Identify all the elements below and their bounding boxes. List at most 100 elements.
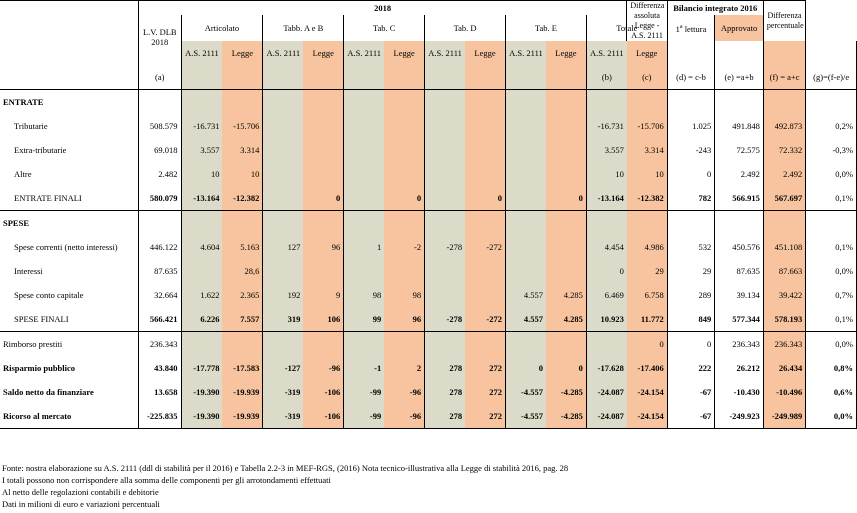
table-cell: 87.663 — [762, 259, 806, 283]
table-cell: 2.365 — [222, 283, 263, 307]
table-cell: -13.164 — [585, 186, 627, 211]
cell-empty — [805, 210, 857, 235]
letters-blank — [424, 65, 466, 90]
cell-empty — [805, 89, 857, 114]
table-cell: -106 — [303, 380, 344, 404]
cell-empty — [626, 210, 668, 235]
table-cell — [424, 114, 466, 138]
cell-empty — [545, 89, 587, 114]
row-label: Spese correnti (netto interessi) — [14, 242, 118, 252]
cell-empty — [505, 89, 546, 114]
table-cell — [303, 331, 344, 356]
table-cell: 0 — [545, 356, 587, 380]
table-cell: -16.731 — [585, 114, 627, 138]
table-cell — [545, 235, 587, 259]
table-cell: 4.986 — [626, 235, 668, 259]
table-cell: 96 — [384, 307, 425, 332]
table-cell: 10 — [585, 162, 627, 186]
table-cell — [505, 186, 546, 211]
table-cell: 0,1% — [805, 307, 857, 332]
table-cell: 272 — [465, 380, 506, 404]
table-cell: -67 — [666, 380, 715, 404]
table-cell: 10 — [626, 162, 668, 186]
table-cell: -127 — [262, 356, 304, 380]
header-lv-label: L.V. DLB 2018 — [142, 27, 177, 47]
budget-table: 2018 Differenza assoluta Legge - A.S. 21… — [0, 0, 857, 429]
table-cell — [545, 114, 587, 138]
row-label: Interessi — [14, 266, 43, 276]
cell-empty — [626, 89, 668, 114]
note-source: Fonte: nostra elaborazione su A.S. 2111 … — [2, 463, 569, 473]
table-cell: -17.628 — [585, 356, 627, 380]
section-entrate: ENTRATE — [3, 97, 44, 107]
table-cell — [505, 162, 546, 186]
col-b: (b) — [585, 65, 627, 90]
table-cell: 10.923 — [585, 307, 627, 332]
table-cell: 106 — [303, 307, 344, 332]
col-d: (d) = c-b — [666, 65, 715, 90]
header-tab-e: Tab. E — [505, 15, 587, 41]
table-cell: 451.108 — [762, 235, 806, 259]
table-cell — [424, 259, 466, 283]
cell-empty — [465, 210, 506, 235]
table-cell: 236.343 — [138, 331, 181, 356]
table-cell — [262, 114, 304, 138]
cell-empty — [180, 89, 223, 114]
table-cell: 4.285 — [545, 307, 587, 332]
table-row: Saldo netto da finanziare 13.658 -19.390 -1… — [0, 380, 857, 404]
table-cell: -4.285 — [545, 404, 587, 429]
cell-empty — [222, 89, 263, 114]
table-row: Rimborso prestiti 236.343 0 0 236.343 236.343… — [0, 331, 857, 356]
table-cell: 6.226 — [180, 307, 223, 332]
table-cell: 98 — [384, 283, 425, 307]
cell-empty — [545, 210, 587, 235]
table-cell: 450.576 — [714, 235, 764, 259]
row-label: Extra-tributarie — [14, 145, 67, 155]
table-cell: -15.706 — [626, 114, 668, 138]
table-cell — [180, 331, 223, 356]
table-cell: 0 — [384, 186, 425, 211]
table-cell: -4.285 — [545, 380, 587, 404]
table-cell: 0 — [505, 356, 546, 380]
table-cell: -24.087 — [585, 380, 627, 404]
table-cell — [505, 331, 546, 356]
letters-blank — [505, 65, 546, 90]
table-cell: -17.778 — [180, 356, 223, 380]
table-cell: -10.496 — [762, 380, 806, 404]
cell-empty — [180, 210, 223, 235]
table-cell: -278 — [424, 235, 466, 259]
cell-empty — [303, 89, 344, 114]
table-cell: -99 — [343, 404, 385, 429]
table-cell: 578.193 — [762, 307, 806, 332]
table-cell: 43.840 — [138, 356, 181, 380]
table-cell — [343, 138, 385, 162]
table-cell: 782 — [666, 186, 715, 211]
table-cell — [465, 259, 506, 283]
table-cell: 0 — [626, 331, 668, 356]
table-row: Tributarie 508.579 -16.731 -15.706 -16.731 -1… — [0, 114, 857, 138]
table-cell: 69.018 — [138, 138, 181, 162]
table-cell: 4.557 — [505, 283, 546, 307]
header-diff-perc: Differenza percentuale — [762, 0, 807, 41]
row-label: Risparmio pubblico — [3, 363, 76, 373]
note-rounding: I totali possono non corrispondere alla … — [2, 475, 331, 485]
table-cell: -4.557 — [505, 404, 546, 429]
table-cell: 87.635 — [138, 259, 181, 283]
header-tab-d: Tab. D — [424, 15, 506, 41]
table-cell — [303, 259, 344, 283]
table-cell: 278 — [424, 380, 466, 404]
table-cell: 567.697 — [762, 186, 806, 211]
table-cell: 39.422 — [762, 283, 806, 307]
table-cell: 98 — [343, 283, 385, 307]
table-cell — [222, 331, 263, 356]
row-label: Spese conto capitale — [14, 290, 84, 300]
cell-empty — [262, 210, 304, 235]
sub-legge: Legge — [303, 41, 344, 65]
letters-blank — [465, 65, 506, 90]
table-cell: 192 — [262, 283, 304, 307]
table-cell: 72.332 — [762, 138, 806, 162]
sub-as: A.S. 2111 — [585, 41, 627, 65]
table-cell: 566.915 — [714, 186, 764, 211]
table-cell — [424, 162, 466, 186]
table-cell: 1.025 — [666, 114, 715, 138]
